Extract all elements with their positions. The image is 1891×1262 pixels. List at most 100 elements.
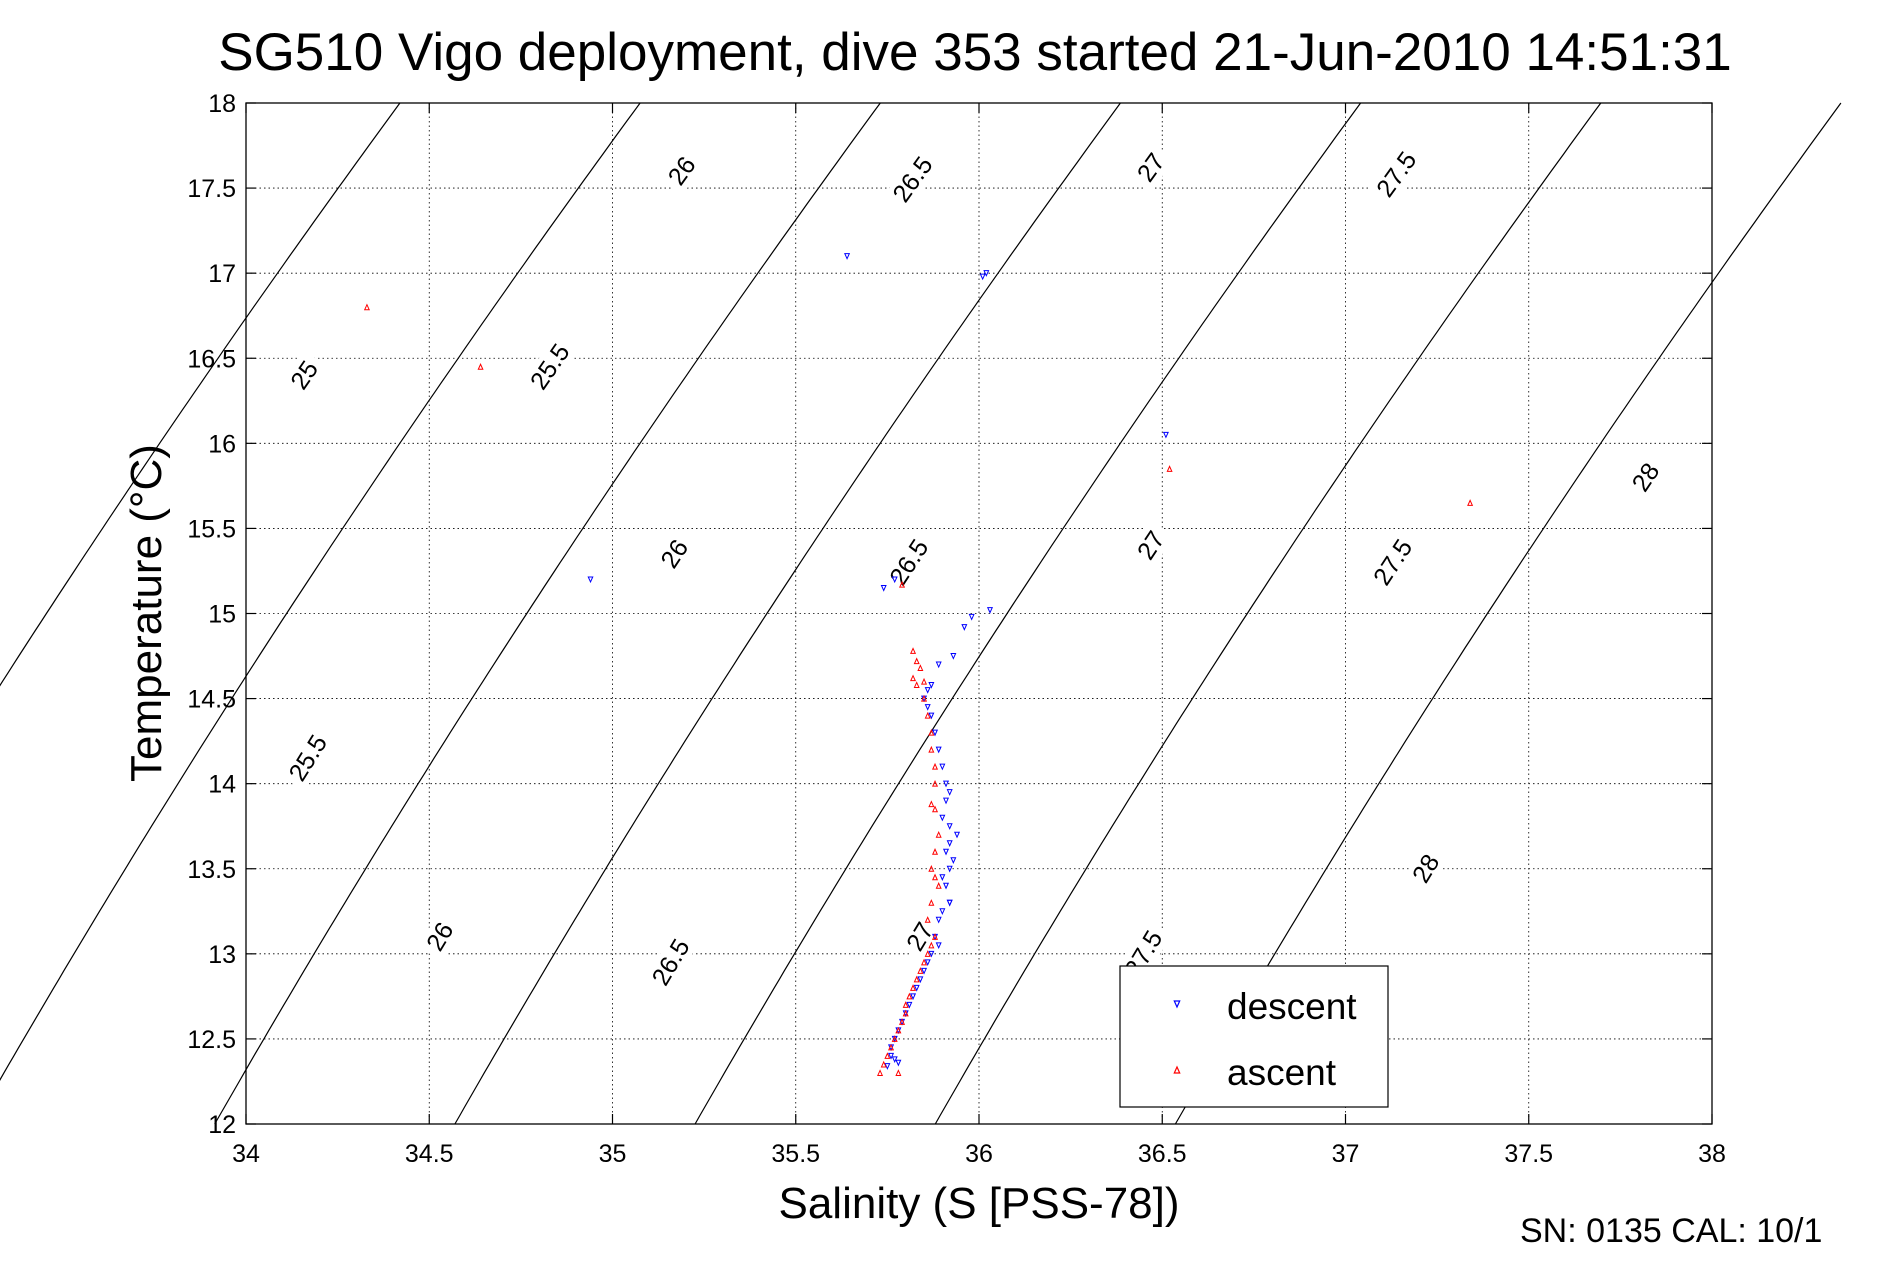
x-tick-label: 34 — [232, 1140, 260, 1168]
x-tick-label: 36 — [965, 1140, 993, 1168]
isopycnal-25 — [0, 102, 401, 687]
y-tick-label: 14 — [208, 771, 236, 799]
ascent-point — [935, 830, 942, 838]
ascent-point — [931, 762, 939, 770]
descent-point — [928, 712, 935, 720]
descent-point — [942, 797, 950, 805]
isopycnal-label-gap — [281, 350, 328, 400]
ascent-point — [899, 1018, 906, 1025]
descent-point — [946, 823, 953, 830]
isopycnal-label-gap — [643, 929, 699, 996]
ascent-point — [917, 967, 924, 974]
descent-point — [935, 942, 942, 950]
isopycnal-label-gap — [280, 725, 337, 791]
isopycnal-label-gap — [884, 147, 942, 213]
isopycnal-27 — [694, 102, 1362, 1125]
descent-point — [910, 993, 917, 1001]
ascent-point — [895, 1026, 902, 1034]
isopycnal-label-gap — [1403, 844, 1449, 894]
descent-point — [968, 613, 975, 621]
ascent-point — [913, 657, 920, 665]
descent-point — [946, 865, 953, 873]
isopycnal-label-gap — [659, 146, 706, 196]
y-tick-label: 15.5 — [187, 515, 236, 543]
legend-box — [1119, 965, 1389, 1108]
descent-point — [939, 763, 946, 771]
descent-point — [953, 831, 961, 839]
descent-point — [946, 899, 953, 907]
descent-point — [946, 840, 953, 847]
ascent-point — [928, 899, 935, 906]
ascent-point — [928, 865, 935, 872]
x-tick-label: 34.5 — [405, 1140, 454, 1168]
isopycnal-label-gap — [1128, 521, 1174, 570]
descent-point — [939, 908, 946, 916]
isopycnal-25.5 — [0, 102, 641, 1081]
descent-point — [924, 959, 931, 967]
ascent-point — [363, 303, 370, 311]
ascent-point — [931, 873, 939, 881]
data-points — [363, 253, 1474, 1076]
ascent-point — [906, 992, 913, 1000]
isopycnal-label-gap — [898, 912, 943, 962]
ascent-point — [884, 1052, 891, 1059]
ascent-point — [1467, 499, 1474, 506]
ascent-point — [928, 745, 935, 753]
x-tick-label: 35.5 — [771, 1140, 820, 1168]
y-tick-label: 13 — [208, 941, 236, 969]
y-axis-ticks: 12 12.5 13 13.5 14 14.5 15 15.5 16 16.5 17 17.5 18 — [187, 90, 1712, 1139]
ascent-point — [880, 1060, 887, 1068]
descent-point — [888, 1052, 895, 1060]
x-tick-label: 38 — [1698, 1140, 1726, 1168]
isopycnal-label-gap — [881, 529, 938, 596]
ascent-point — [928, 800, 935, 808]
descent-point — [931, 729, 939, 737]
descent-point — [1162, 431, 1169, 439]
isopycnal-label-gap — [521, 334, 579, 400]
descent-point — [880, 584, 887, 592]
descent-point — [939, 814, 946, 822]
y-tick-label: 12.5 — [187, 1026, 236, 1054]
ascent-point — [913, 681, 920, 688]
descent-point — [917, 976, 924, 984]
ascent-point — [928, 728, 935, 736]
y-tick-label: 16.5 — [187, 345, 236, 373]
ascent-point — [895, 1069, 902, 1076]
descent-point — [961, 624, 968, 631]
descent-point — [913, 984, 920, 992]
ascent-point — [924, 916, 931, 923]
descent-point — [935, 916, 942, 924]
isopycnal-label-gap — [1128, 143, 1175, 193]
ascent-point — [910, 647, 917, 654]
descent-point — [884, 1063, 891, 1070]
isopycnal-label-gap — [417, 912, 463, 962]
descent-point — [844, 253, 851, 260]
legend-label-ascent: ascent — [1227, 1052, 1337, 1093]
descent-point — [986, 607, 994, 614]
ascent-point — [928, 941, 935, 949]
x-tick-label: 37.5 — [1504, 1140, 1553, 1168]
y-tick-label: 16 — [208, 430, 236, 458]
ascent-point — [891, 1035, 898, 1042]
x-tick-label: 36.5 — [1138, 1140, 1187, 1168]
ascent-point — [921, 677, 928, 685]
y-tick-label: 17 — [208, 260, 236, 288]
x-axis-label: Salinity (S [PSS-78]) — [778, 1179, 1179, 1228]
ascent-point — [899, 580, 906, 588]
descent-point — [939, 874, 946, 881]
ascent-point — [921, 694, 928, 702]
ascent-point — [902, 1001, 909, 1008]
isopycnal-label-gap — [652, 529, 698, 579]
ascent-point — [913, 975, 920, 983]
descent-point — [950, 653, 957, 660]
ascent-point — [935, 882, 942, 889]
descent-point — [935, 746, 942, 754]
ascent-point — [931, 805, 939, 813]
x-axis-ticks: 34 34.5 35 35.5 36 36.5 37 37.5 38 — [232, 103, 1726, 1168]
descent-point — [928, 950, 935, 958]
descent-point — [935, 661, 942, 669]
isopycnal-27.5 — [934, 102, 1602, 1125]
ascent-point — [931, 848, 939, 855]
legend: descent ascent — [1119, 965, 1389, 1108]
isopycnal-label-gap — [1367, 141, 1426, 207]
